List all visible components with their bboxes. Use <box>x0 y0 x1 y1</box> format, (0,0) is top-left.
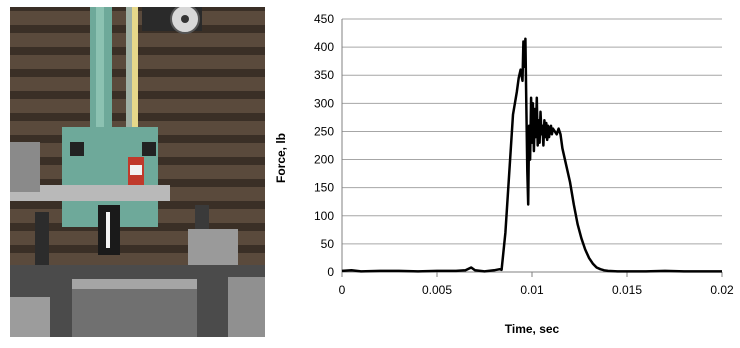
y-tick-label: 450 <box>314 12 334 26</box>
clamp-right <box>142 142 156 156</box>
x-tick-label: 0 <box>339 283 346 297</box>
frame-column-highlight <box>96 7 104 192</box>
pulley-hub <box>181 15 189 23</box>
y-tick-label: 200 <box>314 153 334 167</box>
cross-beam <box>10 185 170 201</box>
y-tick-label: 50 <box>321 237 335 251</box>
x-tick-label: 0.01 <box>520 283 544 297</box>
y-tick-label: 250 <box>314 124 334 138</box>
guide-rail <box>126 7 132 167</box>
y-tick-label: 0 <box>327 265 334 279</box>
x-axis-label: Time, sec <box>505 322 560 336</box>
y-axis-label: Force, lb <box>274 133 288 183</box>
clamp-block-right <box>228 277 265 337</box>
series-layer <box>341 37 722 273</box>
x-tick-label: 0.02 <box>710 283 734 297</box>
drop-weight-strap <box>132 7 138 182</box>
y-tick-label: 100 <box>314 209 334 223</box>
axis-layer <box>341 19 723 277</box>
y-tick-label: 400 <box>314 40 334 54</box>
fixture-right <box>188 229 238 269</box>
grid-layer <box>342 18 722 245</box>
y-tick-label: 150 <box>314 181 334 195</box>
y-tick-label: 300 <box>314 96 334 110</box>
force-time-chart: 0 50 100 150 200 250 300 350 400 450 0 0.005 0.01 0.0… <box>268 0 740 343</box>
chart-svg: 0 50 100 150 200 250 300 350 400 450 0 0.005 0.01 0.0… <box>274 12 734 336</box>
side-block <box>10 142 40 192</box>
load-cell-label <box>130 165 142 175</box>
y-tick-label: 350 <box>314 68 334 82</box>
impact-test-photo <box>10 7 265 337</box>
force-series-line <box>341 37 722 273</box>
specimen-top <box>72 279 197 289</box>
clamp-block-left <box>10 297 50 337</box>
clamp-left <box>70 142 84 156</box>
impactor-highlight <box>106 212 110 248</box>
x-tick-label: 0.005 <box>422 283 452 297</box>
x-tick-label: 0.015 <box>612 283 642 297</box>
impact-test-photo-drawing <box>10 7 265 337</box>
tick-layer: 0 50 100 150 200 250 300 350 400 450 0 0.005 0.01 0.0… <box>314 12 734 297</box>
